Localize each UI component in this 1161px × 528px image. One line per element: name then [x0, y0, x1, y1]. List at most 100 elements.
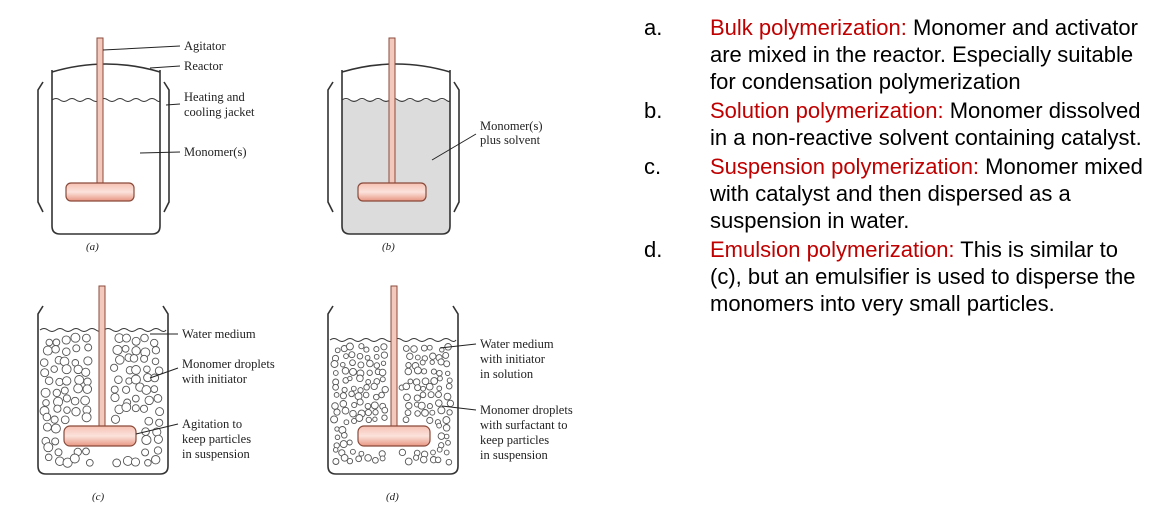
droplet — [435, 391, 442, 399]
description-item-c: c. Suspension polymerization: Monomer mi… — [640, 153, 1155, 234]
droplet — [112, 344, 123, 356]
droplet — [52, 388, 61, 398]
label-agitation-3: in suspension — [182, 447, 250, 461]
droplet — [69, 453, 80, 464]
droplet — [421, 409, 429, 417]
droplet — [443, 433, 450, 440]
item-term: Emulsion polymerization: — [710, 237, 955, 262]
label-monomer: Monomer(s) — [184, 145, 247, 159]
droplet — [81, 367, 91, 377]
label-surfactant-1: Monomer droplets — [480, 403, 573, 417]
droplet — [339, 440, 348, 449]
droplet — [50, 415, 59, 424]
droplet — [414, 410, 421, 417]
droplet — [53, 404, 62, 413]
droplet — [419, 359, 426, 366]
droplet — [404, 457, 413, 466]
droplet — [81, 412, 92, 423]
label-monomer-solvent-1: Monomer(s) — [480, 119, 543, 133]
droplet — [346, 457, 354, 465]
droplet — [417, 401, 426, 410]
droplet — [425, 382, 434, 391]
droplet — [380, 343, 388, 351]
droplet — [378, 368, 387, 377]
droplet — [430, 377, 439, 385]
droplet — [427, 391, 435, 399]
droplet — [381, 414, 388, 421]
droplet — [356, 352, 364, 360]
droplet — [445, 439, 451, 446]
droplet — [445, 382, 453, 390]
droplet — [436, 385, 443, 392]
droplet — [348, 390, 355, 398]
droplet — [60, 386, 69, 395]
droplet — [349, 367, 357, 376]
droplet — [442, 424, 451, 432]
item-text: Monomer and activator are mixed in the r… — [710, 15, 1138, 94]
droplet — [131, 365, 141, 375]
droplet — [51, 345, 60, 354]
droplet — [131, 394, 140, 403]
droplet — [436, 446, 443, 453]
label-agitator: Agitator — [184, 39, 226, 53]
droplet — [122, 333, 131, 343]
droplet — [404, 409, 412, 417]
droplet — [42, 412, 52, 422]
droplet — [414, 354, 421, 361]
droplet — [373, 353, 380, 360]
item-letter: a. — [644, 15, 663, 40]
droplet — [141, 434, 152, 446]
droplet — [334, 434, 341, 441]
droplet — [139, 404, 149, 413]
droplet — [430, 449, 436, 456]
label-agitation-1: Agitation to — [182, 417, 242, 431]
label-surfactant-2: with surfactant to — [480, 418, 567, 432]
droplet — [150, 338, 159, 348]
droplet — [378, 391, 385, 399]
droplet — [140, 354, 149, 363]
droplet — [379, 376, 386, 383]
droplet — [114, 375, 123, 384]
droplet — [402, 382, 411, 391]
droplet — [40, 368, 50, 378]
droplet — [421, 368, 428, 375]
label-surfactant-3: keep particles — [480, 433, 549, 447]
droplet — [143, 365, 151, 373]
droplet — [51, 437, 60, 446]
droplet — [419, 391, 427, 399]
droplet — [420, 385, 426, 392]
droplet — [155, 418, 164, 427]
droplet — [54, 448, 63, 457]
droplet — [112, 458, 122, 468]
droplet — [346, 439, 353, 446]
droplet — [153, 434, 163, 444]
item-term: Bulk polymerization: — [710, 15, 907, 40]
droplet — [340, 453, 349, 462]
panel-a: Agitator Reactor Heating and cooling jac… — [37, 37, 255, 253]
droplet — [110, 414, 121, 424]
droplet — [445, 458, 453, 466]
droplet — [429, 359, 435, 365]
droplet — [151, 455, 161, 465]
droplet — [403, 393, 411, 402]
droplet — [380, 360, 387, 366]
droplet — [52, 338, 61, 347]
droplet — [110, 385, 119, 394]
droplet — [82, 333, 91, 343]
description-list: a. Bulk polymerization: Monomer and acti… — [640, 14, 1155, 319]
droplet — [131, 404, 140, 413]
panel-b: Monomer(s) plus solvent (b) — [327, 37, 543, 253]
droplet — [141, 448, 150, 457]
droplet — [71, 407, 81, 417]
droplet — [437, 375, 443, 382]
droplet — [60, 415, 70, 425]
droplet — [332, 370, 339, 376]
droplet — [83, 377, 92, 386]
droplet — [343, 353, 349, 359]
droplet — [83, 356, 93, 366]
droplet — [373, 393, 380, 401]
droplet — [349, 448, 356, 455]
droplet — [50, 365, 58, 373]
droplet — [44, 376, 54, 386]
droplet — [364, 408, 372, 417]
